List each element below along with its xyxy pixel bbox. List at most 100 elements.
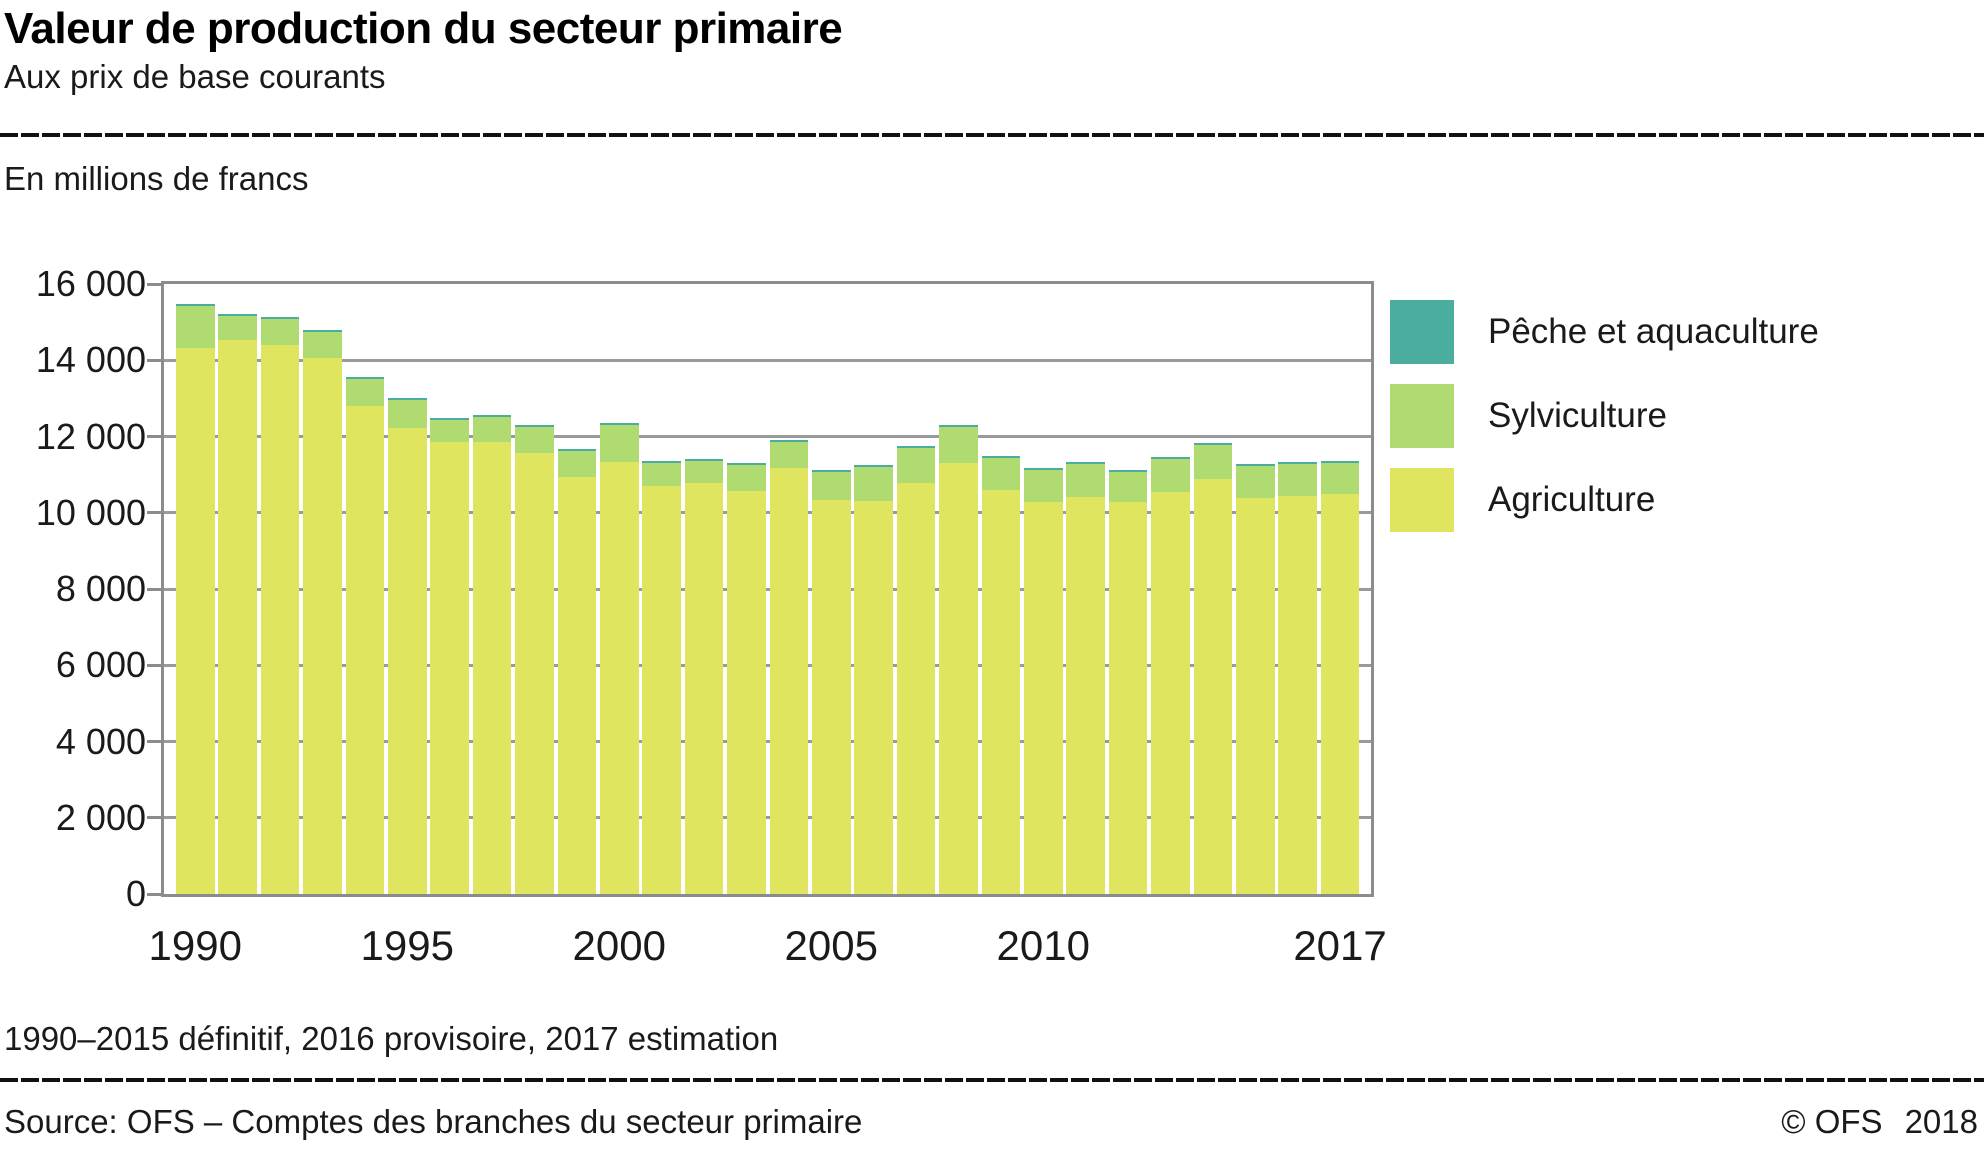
gridline-8000 <box>163 587 1371 591</box>
bar-2007-p-che-et-aquaculture <box>896 445 936 448</box>
footer-divider <box>0 1078 1984 1082</box>
bar-1998-agriculture <box>515 452 554 895</box>
bar-2003-agriculture <box>727 491 766 895</box>
bar-1991-p-che-et-aquaculture <box>218 314 257 317</box>
y-tick-label-10000: 10 000 <box>35 491 146 533</box>
bar-2008-p-che-et-aquaculture <box>939 425 978 428</box>
y-tick-10000 <box>147 511 161 515</box>
bar-1998-p-che-et-aquaculture <box>515 424 554 427</box>
bar-1991-sylviculture <box>218 316 257 341</box>
x-tick-label-1995: 1995 <box>360 922 454 969</box>
source-text: Source: OFS – Comptes des branches du se… <box>4 1103 863 1140</box>
bar-2014-sylviculture <box>1193 445 1233 480</box>
bar-2012-agriculture <box>1108 502 1148 895</box>
bar-2011-sylviculture <box>1066 463 1105 498</box>
bar-2013-p-che-et-aquaculture <box>1151 456 1190 459</box>
gridline-2000 <box>163 816 1371 820</box>
bar-2000-p-che-et-aquaculture <box>600 422 639 425</box>
y-tick-2000 <box>147 816 161 820</box>
bar-1998 <box>515 424 554 895</box>
bar-1996-agriculture <box>430 441 469 895</box>
bar-1992 <box>260 317 300 895</box>
bar-2013-sylviculture <box>1151 458 1190 493</box>
legend-swatch-sylviculture <box>1390 384 1454 448</box>
legend-label-peche: Pêche et aquaculture <box>1488 312 1819 351</box>
legend-swatch-agriculture <box>1390 468 1454 532</box>
chart-legend: Pêche et aquaculture Sylviculture Agricu… <box>1390 300 1819 552</box>
bar-2004-p-che-et-aquaculture <box>769 439 809 442</box>
bar-2016-p-che-et-aquaculture <box>1278 462 1317 465</box>
gridline-4000 <box>163 740 1371 743</box>
y-tick-label-6000: 6 000 <box>55 644 146 686</box>
bar-2011 <box>1066 461 1105 895</box>
bar-1993-p-che-et-aquaculture <box>303 330 342 333</box>
chart-footnote: 1990–2015 définitif, 2016 provisoire, 20… <box>4 1020 779 1057</box>
bar-2010-agriculture <box>1024 502 1063 895</box>
bar-2007-sylviculture <box>896 447 936 484</box>
y-tick-0 <box>147 892 161 896</box>
bar-2002-agriculture <box>684 483 724 895</box>
bar-1994-p-che-et-aquaculture <box>345 377 385 380</box>
bar-2005-sylviculture <box>812 471 851 501</box>
gridline-14000 <box>163 358 1371 362</box>
bar-1999-agriculture <box>557 477 597 895</box>
bar-2011-p-che-et-aquaculture <box>1066 461 1105 464</box>
legend-label-agriculture: Agriculture <box>1488 480 1656 519</box>
bar-2002 <box>684 458 724 895</box>
bar-2012-p-che-et-aquaculture <box>1108 469 1148 472</box>
y-tick-8000 <box>147 587 161 591</box>
x-tick-label-2005: 2005 <box>784 922 878 969</box>
bar-2003-sylviculture <box>727 464 766 492</box>
bar-2000 <box>600 422 639 895</box>
bar-2003 <box>727 462 766 895</box>
bar-2010 <box>1024 467 1063 895</box>
header-divider <box>0 133 1984 137</box>
bar-1999-sylviculture <box>557 450 597 477</box>
y-tick-label-2000: 2 000 <box>55 796 146 838</box>
y-axis-line <box>161 281 164 897</box>
bar-2006-agriculture <box>854 501 893 895</box>
x-tick-label-2010: 2010 <box>996 922 1090 969</box>
bar-2009-sylviculture <box>981 457 1021 491</box>
axis-unit-label: En millions de francs <box>4 160 309 197</box>
bar-2015 <box>1236 463 1275 895</box>
bar-1999-p-che-et-aquaculture <box>557 448 597 451</box>
bar-1991 <box>218 314 257 895</box>
bar-2016 <box>1278 462 1317 895</box>
y-tick-14000 <box>147 358 161 362</box>
y-tick-16000 <box>147 282 161 286</box>
x-tick-label-1990: 1990 <box>148 922 242 969</box>
bar-1997 <box>472 414 512 895</box>
legend-label-sylviculture: Sylviculture <box>1488 396 1667 435</box>
bar-1994-sylviculture <box>345 379 385 407</box>
bar-1993-sylviculture <box>303 332 342 359</box>
bar-2017-p-che-et-aquaculture <box>1320 460 1360 463</box>
gridline-10000 <box>163 511 1371 515</box>
bar-2008-sylviculture <box>939 427 978 464</box>
bar-2016-agriculture <box>1278 496 1317 895</box>
plot-frame-right <box>1371 281 1374 897</box>
bar-2004 <box>769 439 809 895</box>
bar-2013 <box>1151 456 1190 895</box>
bar-1995-sylviculture <box>388 400 427 428</box>
bar-2016-sylviculture <box>1278 464 1317 497</box>
bar-2012 <box>1108 469 1148 895</box>
bar-1995-p-che-et-aquaculture <box>388 398 427 401</box>
bar-1996-p-che-et-aquaculture <box>430 417 469 420</box>
bar-2008 <box>939 425 978 895</box>
bar-2011-agriculture <box>1066 497 1105 895</box>
legend-item-agriculture: Agriculture <box>1390 468 1819 532</box>
y-tick-12000 <box>147 435 161 438</box>
bar-2002-sylviculture <box>684 460 724 484</box>
bar-2012-sylviculture <box>1108 471 1148 503</box>
bar-1990-agriculture <box>176 348 215 895</box>
x-tick-label-2017: 2017 <box>1293 922 1387 969</box>
y-tick-label-16000: 16 000 <box>35 263 146 304</box>
x-axis-line <box>161 894 1374 897</box>
bar-2004-sylviculture <box>769 441 809 469</box>
y-tick-label-8000: 8 000 <box>55 568 146 609</box>
bar-1994-agriculture <box>345 406 385 895</box>
bar-2005-p-che-et-aquaculture <box>812 469 851 472</box>
bar-2006 <box>854 465 893 895</box>
bar-2014-p-che-et-aquaculture <box>1193 443 1233 446</box>
